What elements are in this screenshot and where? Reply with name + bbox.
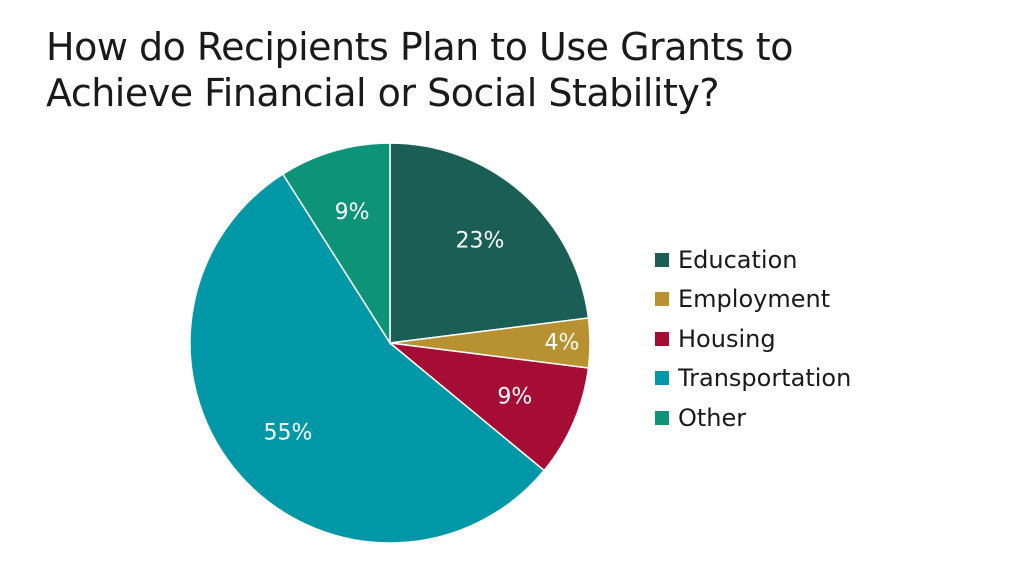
- pie-label-education: 23%: [455, 228, 504, 253]
- legend-label-transportation: Transportation: [678, 364, 852, 393]
- legend-swatch-other: [655, 410, 669, 425]
- legend-label-employment: Employment: [678, 285, 831, 314]
- legend-item-education: Education: [655, 240, 851, 280]
- pie-label-employment: 4%: [545, 331, 580, 356]
- pie-label-transportation: 55%: [264, 420, 313, 445]
- chart-legend: Education Employment Housing Transportat…: [655, 240, 851, 438]
- chart-title-line-2: Achieve Financial or Social Stability?: [46, 71, 720, 115]
- pie-slice-housing: [387, 341, 590, 472]
- legend-label-housing: Housing: [678, 324, 776, 353]
- legend-swatch-transportation: [655, 371, 669, 386]
- legend-swatch-education: [655, 252, 669, 267]
- legend-label-education: Education: [678, 245, 798, 274]
- chart-title: How do Recipients Plan to Use Grants to …: [46, 24, 946, 116]
- legend-swatch-employment: [655, 292, 669, 307]
- pie-slice-education: [389, 142, 590, 344]
- legend-item-employment: Employment: [655, 280, 851, 320]
- legend-swatch-housing: [655, 331, 669, 346]
- legend-label-other: Other: [678, 403, 747, 432]
- legend-item-housing: Housing: [655, 319, 851, 359]
- pie-label-other: 9%: [335, 200, 370, 225]
- legend-item-transportation: Transportation: [655, 359, 851, 399]
- pie-slice-other: [281, 142, 391, 346]
- pie-slice-transportation: [189, 173, 546, 544]
- chart-title-line-1: How do Recipients Plan to Use Grants to: [46, 25, 793, 69]
- legend-item-other: Other: [655, 398, 851, 438]
- pie-label-housing: 9%: [497, 385, 532, 410]
